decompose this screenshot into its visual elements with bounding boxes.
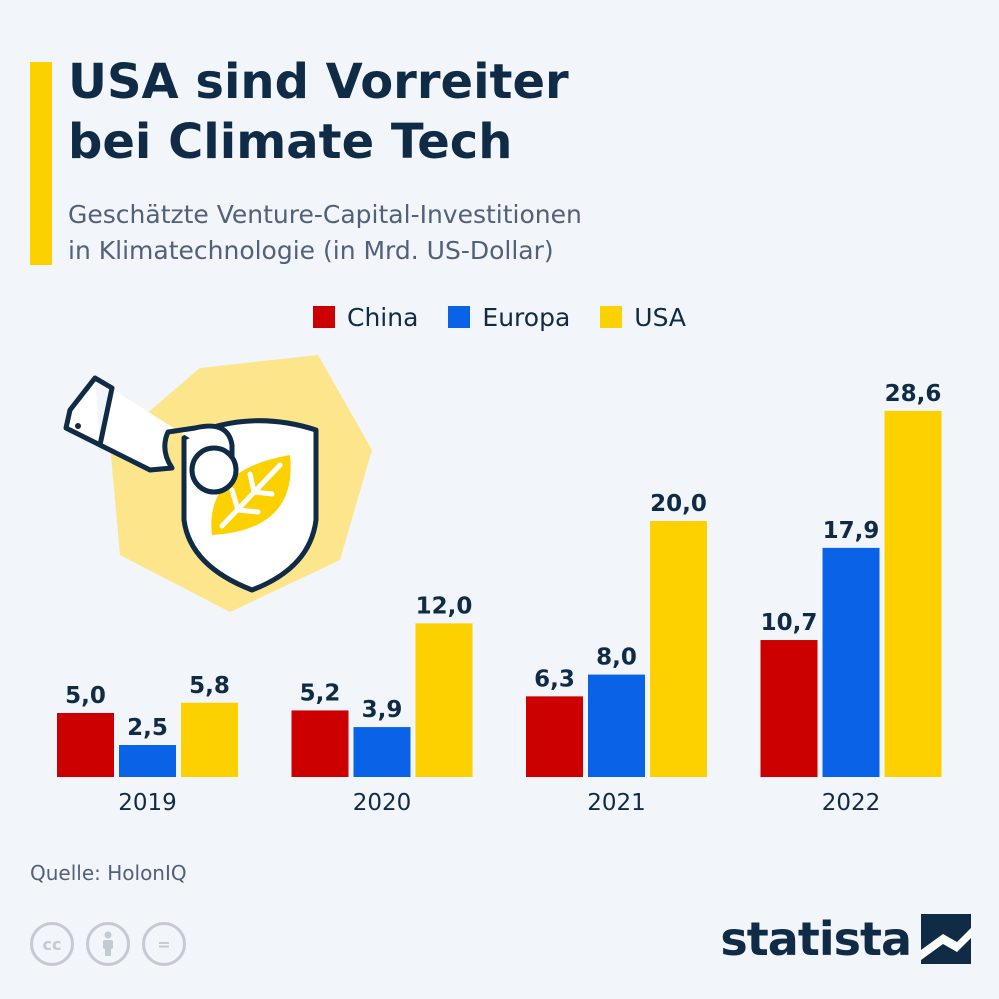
cc-icon[interactable]: cc — [30, 922, 74, 966]
x-tick-label-2021: 2021 — [587, 790, 646, 816]
legend-swatch-usa — [600, 306, 623, 328]
data-label-europa-2021: 8,0 — [596, 645, 637, 671]
cuff-button-icon — [75, 423, 81, 429]
bar-usa-2021 — [650, 521, 707, 777]
bar-usa-2020 — [415, 623, 473, 777]
no-derivatives-icon-label: = — [157, 934, 171, 954]
chart-legend: China Europa USA — [0, 297, 999, 337]
attribution-icon[interactable] — [86, 922, 130, 966]
chart-subtitle-line-2: in Klimatechnologie (in Mrd. US-Dollar) — [68, 236, 554, 265]
hand-icon — [63, 375, 235, 473]
bar-europa-2019 — [119, 745, 176, 777]
bars-layer: 5,0 2,5 5,8 2019 5,2 3,9 12,0 2020 6,3 8,0 20,0 202… — [57, 381, 942, 816]
legend-swatch-china — [312, 306, 335, 328]
bar-usa-2022 — [884, 410, 942, 777]
chart-title-line-1: USA sind Vorreiter — [68, 54, 569, 110]
bar-europa-2022 — [822, 547, 880, 777]
bar-china-2020 — [291, 710, 349, 777]
data-label-china-2020: 5,2 — [300, 680, 341, 706]
bar-europa-2021 — [588, 674, 645, 777]
title-accent-bar — [30, 62, 52, 265]
license-icons: cc = — [30, 922, 186, 966]
data-label-usa-2021: 20,0 — [650, 491, 707, 517]
source-note: Quelle: HolonIQ — [30, 861, 187, 885]
bar-europa-2020 — [353, 727, 411, 777]
data-label-europa-2022: 17,9 — [823, 518, 880, 544]
legend-item-usa: USA — [600, 303, 686, 332]
x-tick-label-2020: 2020 — [353, 790, 412, 816]
data-label-china-2019: 5,0 — [65, 683, 106, 709]
legend-swatch-europa — [448, 306, 471, 328]
data-label-europa-2019: 2,5 — [127, 715, 168, 741]
no-derivatives-icon[interactable]: = — [142, 922, 186, 966]
data-label-usa-2020: 12,0 — [416, 593, 473, 619]
climate-tech-illustration — [63, 355, 372, 612]
cc-icon-label: cc — [42, 934, 62, 954]
person-icon — [103, 931, 113, 956]
bar-usa-2019 — [181, 702, 238, 777]
bar-china-2022 — [760, 640, 818, 777]
bar-china-2019 — [57, 713, 114, 777]
statista-logo[interactable]: statista — [720, 912, 971, 966]
legend-label-china: China — [346, 302, 419, 332]
data-label-europa-2020: 3,9 — [362, 697, 403, 723]
legend-item-china: China — [312, 302, 419, 332]
x-tick-label-2019: 2019 — [118, 790, 177, 816]
leaf-vein-icon — [219, 462, 283, 529]
chart-title: USA sind Vorreiter bei Climate Tech — [68, 52, 948, 172]
statista-logo-icon — [921, 914, 971, 964]
x-tick-label-2022: 2022 — [822, 790, 881, 816]
chart-subtitle-line-1: Geschätzte Venture-Capital-Investitionen — [68, 200, 582, 229]
data-label-usa-2019: 5,8 — [189, 673, 230, 699]
legend-label-usa: USA — [634, 302, 686, 332]
data-label-usa-2022: 28,6 — [885, 381, 942, 407]
legend-item-europa: Europa — [448, 303, 570, 332]
data-label-china-2021: 6,3 — [534, 666, 575, 692]
bar-china-2021 — [526, 696, 583, 777]
statista-wordmark: statista — [720, 912, 912, 966]
chart-subtitle: Geschätzte Venture-Capital-Investitionen… — [68, 197, 948, 269]
data-label-china-2022: 10,7 — [761, 610, 818, 636]
chart-title-line-2: bei Climate Tech — [68, 114, 513, 170]
hand-thumb-icon — [189, 445, 239, 495]
legend-label-europa: Europa — [482, 302, 571, 332]
